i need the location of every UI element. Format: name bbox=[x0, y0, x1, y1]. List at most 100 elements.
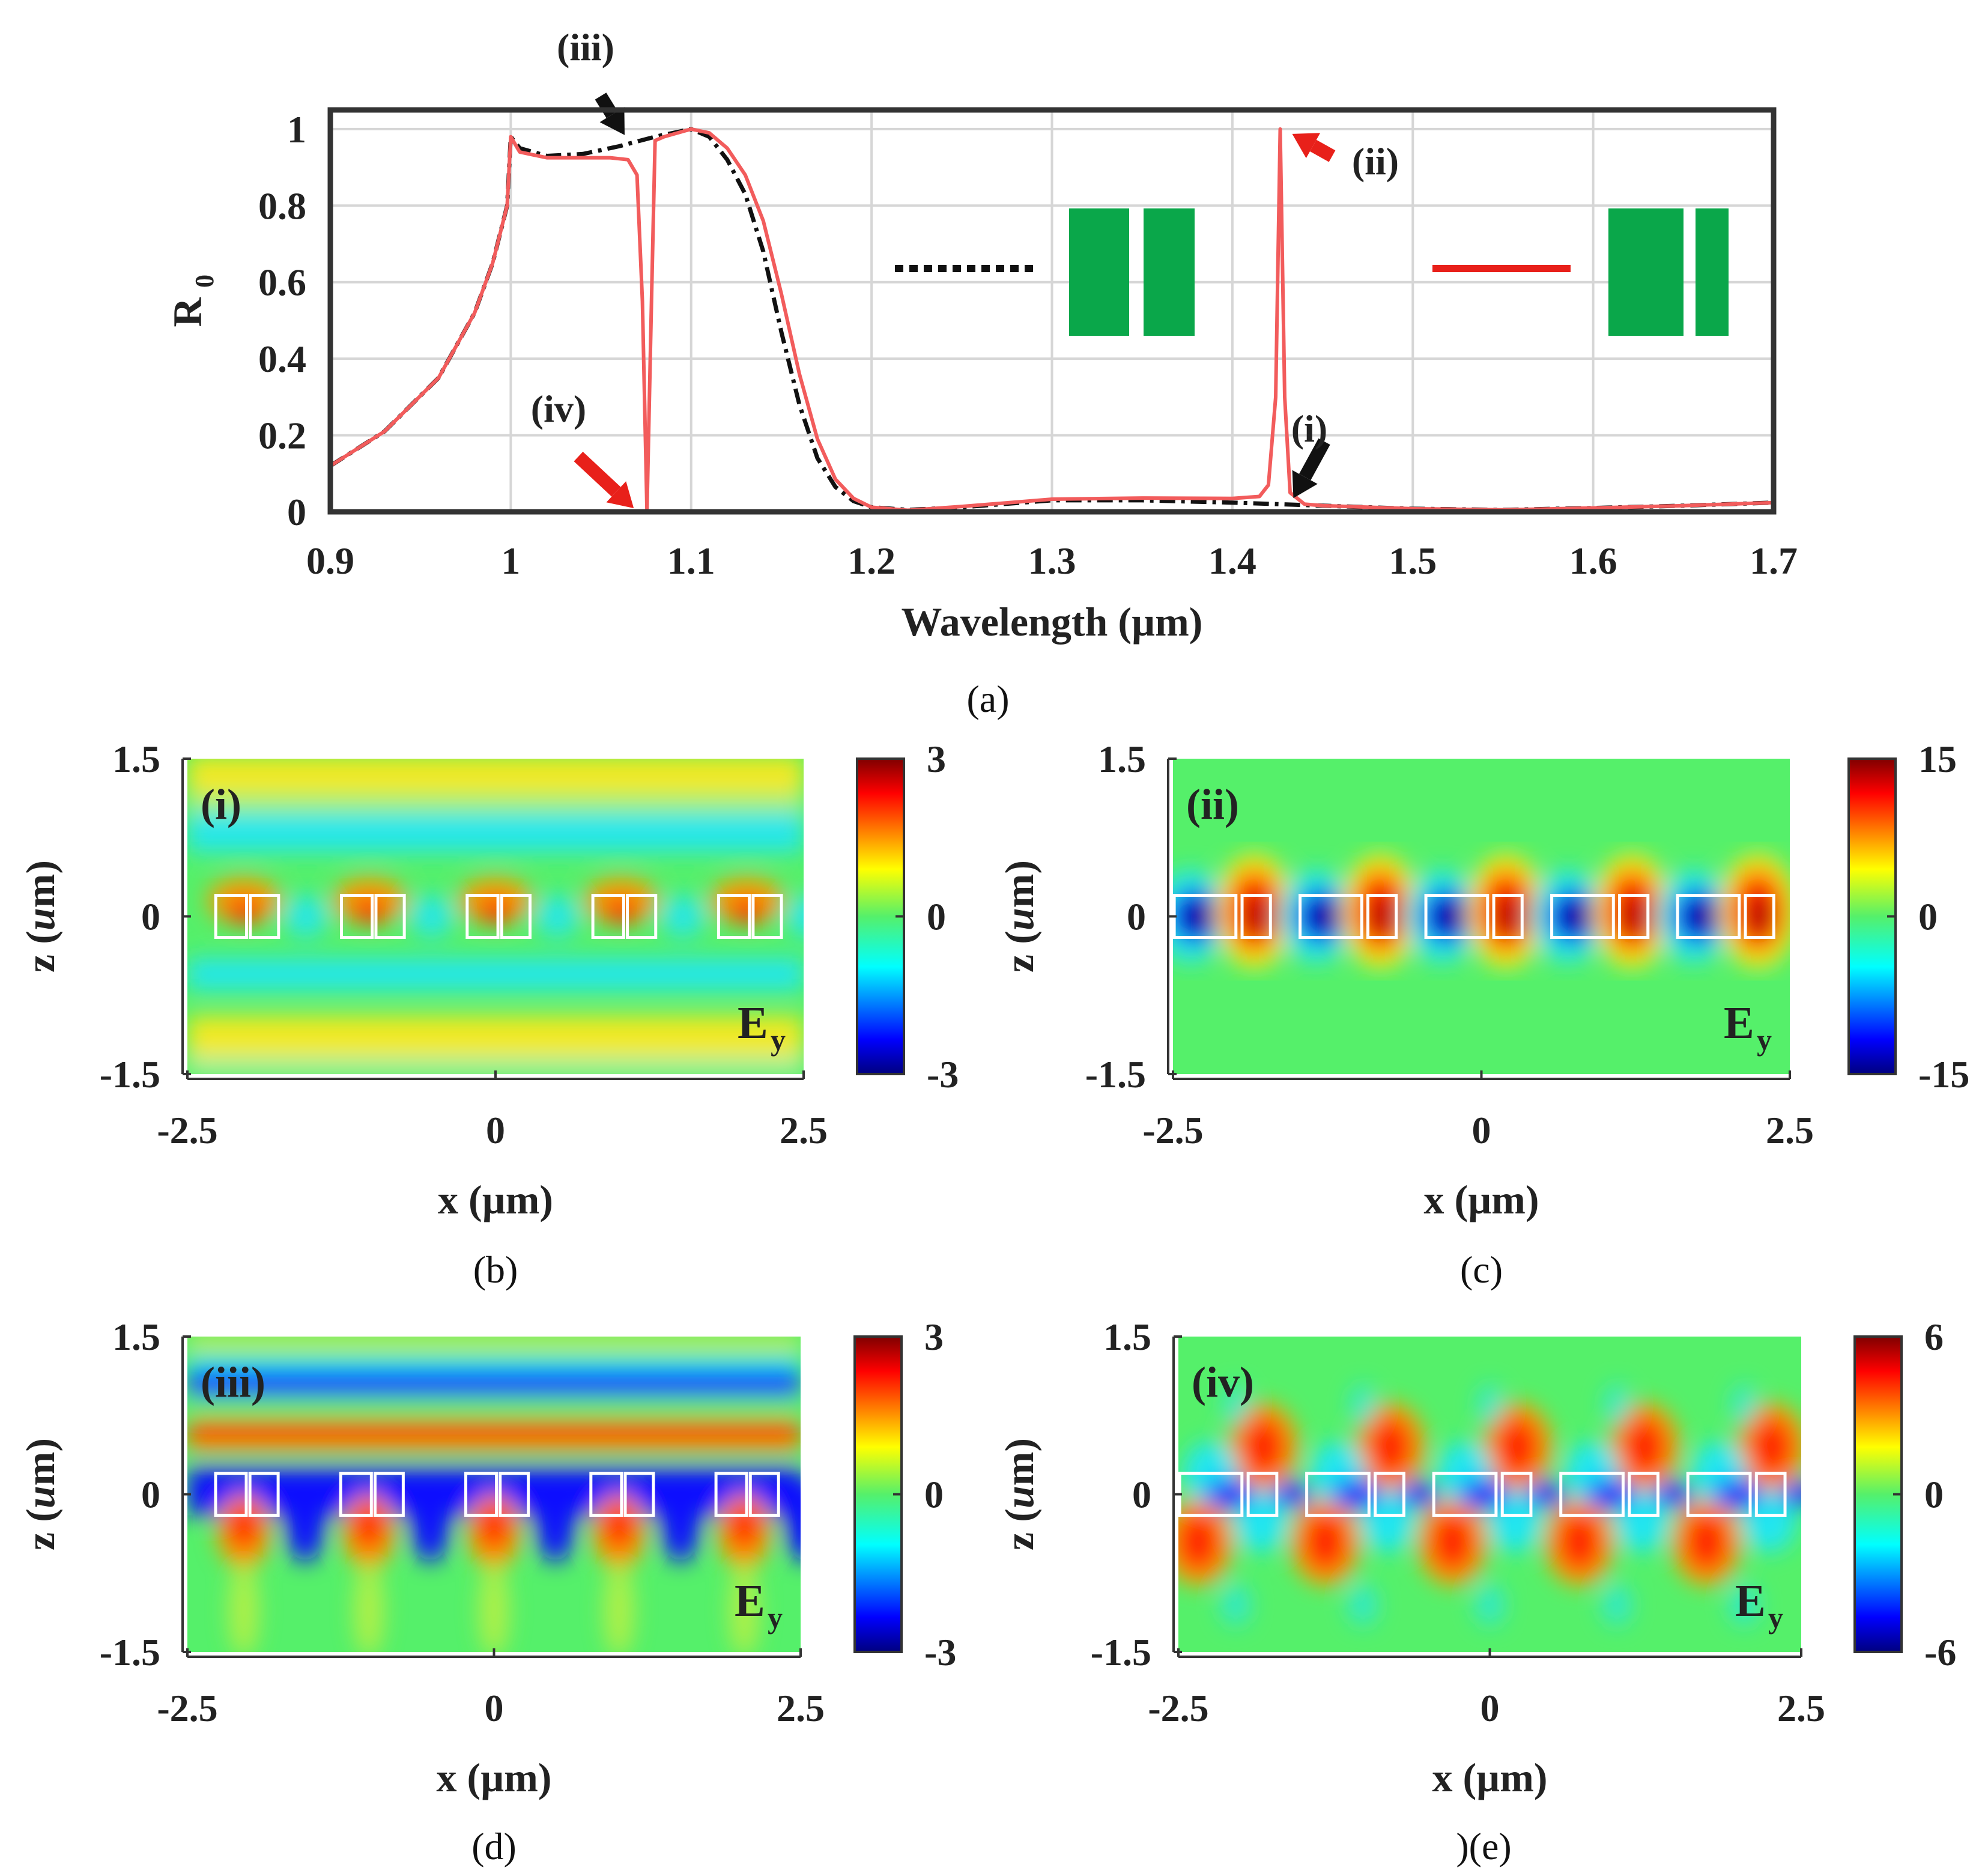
colorbar-label: -15 bbox=[1918, 1053, 1969, 1096]
nanobar-outline bbox=[214, 1472, 248, 1517]
x-axis-label: Wavelength (µm) bbox=[902, 599, 1203, 645]
x-axis-label: x (µm) bbox=[1423, 1177, 1539, 1222]
nanobar-outline bbox=[1424, 894, 1490, 939]
nanobar-outline bbox=[1628, 1472, 1659, 1517]
field-lobe bbox=[409, 895, 454, 938]
nanobar-outline bbox=[1559, 1472, 1625, 1517]
x-tick-label: -2.5 bbox=[1148, 1687, 1208, 1729]
y-axis-label-start: z ( bbox=[17, 930, 63, 973]
panel-e: -2.5 0 2.5 1.5 0 -1.5 (iv) E y x (µm) z (um) 6 0 -6)(… bbox=[996, 1316, 1956, 1868]
colorbar-label: 0 bbox=[1924, 1474, 1944, 1516]
annotation-arrow-head bbox=[1292, 133, 1321, 159]
field-lobe bbox=[285, 1478, 325, 1563]
y-tick-label: -1.5 bbox=[1091, 1631, 1151, 1674]
nanobar-outline bbox=[1500, 1472, 1533, 1517]
field-lobe bbox=[535, 1478, 575, 1563]
annotation-arrow-shaft bbox=[1299, 438, 1330, 481]
field-lobe bbox=[1623, 895, 1646, 938]
nanobar-outline bbox=[1686, 1472, 1752, 1517]
y-tick-label: 1.5 bbox=[112, 1316, 160, 1358]
y-axis-label-subscript: 0 bbox=[190, 275, 219, 288]
field-lobe bbox=[728, 898, 766, 924]
colorbar-label: -3 bbox=[927, 1053, 959, 1096]
nanobar-outline bbox=[626, 894, 658, 939]
nanobar-outline bbox=[591, 894, 625, 939]
colorbar-label: 3 bbox=[924, 1316, 944, 1358]
field-lobe bbox=[1623, 1417, 1665, 1477]
mode-label: (iv) bbox=[1192, 1358, 1254, 1406]
annotation-arrow-head bbox=[606, 481, 634, 508]
mode-label: (i) bbox=[201, 780, 241, 828]
y-axis-label: z (um) bbox=[17, 860, 63, 973]
colorbar-label: 3 bbox=[927, 738, 946, 780]
field-lobe bbox=[225, 898, 263, 924]
y-axis-label-italic: u bbox=[996, 1486, 1042, 1508]
x-tick-label: 0 bbox=[1472, 1109, 1491, 1152]
field-lobe bbox=[229, 1562, 259, 1652]
y-axis-label: z (um) bbox=[996, 1438, 1042, 1550]
field-lobe bbox=[1731, 1383, 1757, 1426]
y-axis-label: R bbox=[165, 297, 210, 327]
nanobar-outline bbox=[248, 1472, 280, 1517]
y-axis-label-start: z ( bbox=[17, 1508, 63, 1550]
field-band bbox=[187, 1016, 804, 1058]
nanobar-outline bbox=[1754, 1472, 1787, 1517]
y-tick-label: 1.5 bbox=[1103, 1316, 1151, 1358]
field-lobe bbox=[1350, 1383, 1375, 1426]
field-lobe bbox=[1750, 1417, 1793, 1477]
legend-bar bbox=[1144, 208, 1195, 336]
legend-bar bbox=[1696, 208, 1729, 336]
y-tick-label: 0.4 bbox=[258, 338, 306, 380]
field-lobe bbox=[479, 1562, 509, 1652]
series-line-1 bbox=[329, 127, 1774, 512]
field-band bbox=[187, 759, 804, 793]
x-tick-label: 0 bbox=[486, 1109, 505, 1152]
x-tick-label: 1.4 bbox=[1208, 539, 1256, 582]
nanobar-outline bbox=[1240, 894, 1272, 939]
field-lobe bbox=[1477, 1383, 1503, 1426]
nanobar-outline bbox=[1432, 1472, 1498, 1517]
field-lobe bbox=[1431, 1512, 1474, 1571]
y-tick-label: -1.5 bbox=[1085, 1053, 1146, 1096]
y-tick-label: 0.2 bbox=[258, 414, 306, 457]
x-tick-label: 2.5 bbox=[1766, 1109, 1814, 1152]
caption-a: (a) bbox=[966, 678, 1009, 720]
y-tick-label: 1.5 bbox=[1098, 738, 1146, 780]
annotation-arrow-shaft bbox=[574, 451, 621, 497]
field-map bbox=[1173, 759, 1790, 1074]
y-tick-label: -1.5 bbox=[100, 1631, 160, 1674]
caption-c: (c) bbox=[1460, 1248, 1503, 1291]
colorbar-label: 0 bbox=[927, 896, 946, 938]
field-lobe bbox=[1497, 895, 1520, 938]
y-tick-label: 0 bbox=[1127, 896, 1146, 938]
field-lobe bbox=[729, 1562, 759, 1652]
field-label-subscript: y bbox=[768, 1601, 783, 1635]
x-tick-label: 2.5 bbox=[777, 1687, 825, 1729]
field-lobe bbox=[1220, 1583, 1251, 1626]
field-lobe bbox=[1304, 1512, 1347, 1571]
annotation-arrow-shaft bbox=[1310, 139, 1336, 162]
field-lobe bbox=[1183, 899, 1213, 933]
field-lobe bbox=[1496, 1417, 1539, 1477]
caption-d: (d) bbox=[471, 1825, 517, 1868]
mode-label: (ii) bbox=[1186, 780, 1239, 828]
x-tick-label: 1.7 bbox=[1750, 539, 1798, 582]
field-lobe bbox=[1686, 899, 1716, 933]
annotation-arrow-head bbox=[1292, 470, 1318, 499]
field-lobe bbox=[1685, 1512, 1728, 1571]
colorbar-label: 0 bbox=[924, 1474, 944, 1516]
x-tick-label: 2.5 bbox=[780, 1109, 828, 1152]
nanobar-outline bbox=[717, 894, 751, 939]
field-lobe bbox=[1558, 1512, 1601, 1571]
field-band bbox=[187, 958, 804, 990]
field-lobe bbox=[1241, 1417, 1285, 1477]
y-axis-label-end: m) bbox=[17, 1438, 63, 1486]
y-tick-label: 0 bbox=[287, 491, 306, 533]
field-map bbox=[187, 759, 804, 1074]
field-band bbox=[187, 812, 804, 852]
field-label-subscript: y bbox=[1757, 1023, 1772, 1057]
nanobar-outline bbox=[499, 1472, 530, 1517]
field-band bbox=[187, 1422, 801, 1440]
colorbar-label: -3 bbox=[924, 1631, 956, 1674]
